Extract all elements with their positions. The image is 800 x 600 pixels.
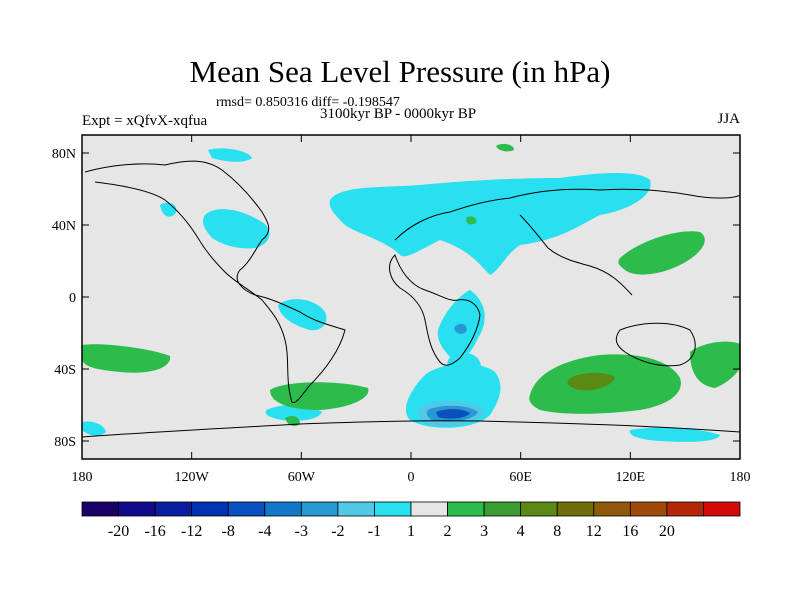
pressure-field — [82, 135, 740, 459]
south-america-low-region — [278, 299, 327, 331]
colorbar-label: 20 — [659, 523, 675, 540]
colorbar-label: -4 — [258, 523, 271, 540]
colorbar-label: -20 — [108, 523, 129, 540]
statistics-text: rmsd= 0.850316 diff= -0.198547 — [216, 95, 400, 110]
arctic-high-small — [496, 143, 514, 152]
colorbar-label: -8 — [222, 523, 235, 540]
colorbar-swatch — [703, 501, 741, 517]
eurasia-low-region — [329, 173, 651, 275]
south-pacific-east-high-region — [690, 341, 740, 388]
north-pacific-high-region — [618, 231, 705, 275]
colorbar-swatch — [629, 501, 668, 517]
colorbar-label: -3 — [295, 523, 308, 540]
colorbar-swatch — [81, 501, 119, 517]
lon-tick-label: 60E — [509, 470, 532, 485]
colorbar-label: -1 — [368, 523, 381, 540]
lon-tick-label: 120W — [175, 470, 210, 485]
colorbar: -20 -16 -12 -8 -4 -3 -2 -1 1 2 3 4 8 12 16 20 — [81, 501, 741, 540]
colorbar-label: 1 — [407, 523, 415, 540]
colorbar-label: 12 — [586, 523, 602, 540]
colorbar-swatch — [520, 501, 558, 517]
experiment-label: Expt = xQfvX-xqfua — [82, 113, 208, 129]
colorbar-swatch — [447, 501, 485, 517]
south-american-high-region — [270, 382, 369, 410]
colorbar-swatch — [337, 501, 375, 517]
colorbar-label: 3 — [480, 523, 488, 540]
south-atlantic-low-strip — [447, 352, 481, 377]
lat-tick-label: 0 — [69, 291, 76, 306]
lat-tick-label: 80S — [54, 435, 76, 450]
india-high-small — [466, 216, 477, 225]
colorbar-swatch — [264, 501, 302, 517]
colorbar-label: 16 — [622, 523, 638, 540]
colorbar-swatch — [227, 501, 266, 517]
longitude-axis: 180 120W 60W 0 60E 120E 180 — [72, 135, 751, 485]
lon-tick-label: 60W — [288, 470, 316, 485]
colorbar-label: -2 — [331, 523, 344, 540]
colorbar-swatch — [666, 501, 704, 517]
colorbar-swatch — [374, 501, 412, 517]
colorbar-swatch — [154, 501, 193, 517]
colorbar-label: 4 — [517, 523, 525, 540]
lat-tick-label: 40S — [54, 363, 76, 378]
colorbar-swatch — [300, 501, 339, 517]
season-label: JJA — [717, 111, 740, 127]
mozambique-low-core — [454, 323, 467, 334]
map-title: Mean Sea Level Pressure (in hPa) — [189, 54, 611, 89]
colorbar-label: -16 — [144, 523, 165, 540]
colorbar-swatch — [410, 501, 448, 517]
antarctic-high-small — [285, 416, 300, 426]
latitude-axis: 80N 40N 0 40S 80S — [52, 147, 740, 450]
south-atlantic-low-core-3 — [436, 409, 470, 419]
south-pacific-low-west — [82, 421, 106, 436]
greenland-low-region — [208, 148, 252, 162]
south-indian-high-core — [567, 372, 615, 391]
colorbar-swatch — [191, 501, 229, 517]
lon-tick-label: 180 — [730, 470, 751, 485]
lat-tick-label: 80N — [52, 147, 76, 162]
period-label: 3100kyr BP - 0000kyr BP — [320, 106, 477, 122]
colorbar-swatch — [593, 501, 631, 517]
lon-tick-label: 180 — [72, 470, 93, 485]
colorbar-swatch — [483, 501, 522, 517]
antarctic-low-east — [629, 427, 720, 442]
coastlines — [82, 160, 740, 438]
south-pacific-west-high-region — [82, 344, 171, 373]
colorbar-swatch — [556, 501, 595, 517]
colorbar-swatch — [118, 501, 156, 517]
lon-tick-label: 0 — [408, 470, 415, 485]
lat-tick-label: 40N — [52, 219, 76, 234]
colorbar-label: 8 — [553, 523, 561, 540]
colorbar-label: 2 — [444, 523, 452, 540]
north-america-low-region — [202, 209, 270, 249]
colorbar-label: -12 — [181, 523, 202, 540]
lon-tick-label: 120E — [616, 470, 646, 485]
